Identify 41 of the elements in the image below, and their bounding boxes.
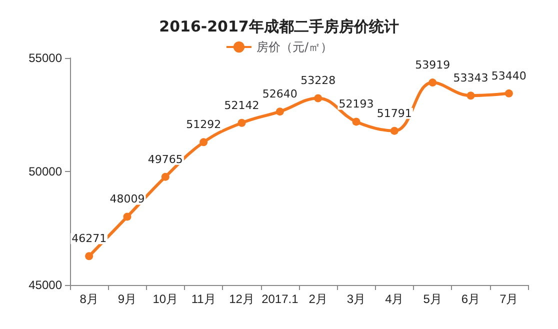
x-tick-label: 6月 xyxy=(461,292,480,306)
data-label: 52193 xyxy=(338,98,374,111)
data-label: 51791 xyxy=(376,106,412,120)
data-label: 51292 xyxy=(186,118,222,132)
point xyxy=(390,126,398,135)
data-label: 52640 xyxy=(262,88,298,101)
x-tick-label: 2月 xyxy=(308,292,328,306)
x-tick-label: 10月 xyxy=(152,292,178,306)
point xyxy=(85,252,94,260)
point xyxy=(200,138,208,146)
y-tick-label: 50000 xyxy=(28,164,62,178)
data-label: 53919 xyxy=(415,58,450,72)
point xyxy=(238,118,246,127)
data-label: 53343 xyxy=(453,72,488,85)
legend-label: 房价（元/㎡） xyxy=(256,40,333,54)
y-tick-label: 55000 xyxy=(28,51,62,65)
data-label: 48009 xyxy=(110,192,145,206)
x-tick-label: 3月 xyxy=(346,292,366,306)
x-tick-label: 12月 xyxy=(229,292,254,306)
x-tick-label: 2017.1 xyxy=(262,292,299,306)
point xyxy=(428,78,437,87)
point xyxy=(276,108,284,116)
point xyxy=(123,212,132,221)
point xyxy=(504,89,513,98)
x-tick-label: 9月 xyxy=(118,292,137,306)
data-label: 53440 xyxy=(491,69,526,82)
data-label: 52142 xyxy=(224,98,260,112)
data-label: 46271 xyxy=(72,232,107,246)
data-label: 53228 xyxy=(300,74,336,88)
x-tick-label: 7月 xyxy=(500,292,518,306)
point xyxy=(466,92,475,100)
x-tick-label: 4月 xyxy=(385,292,404,306)
chart-title: 2016-2017年成都二手房房价统计 xyxy=(159,18,399,36)
point xyxy=(352,118,360,126)
data-label: 49765 xyxy=(148,152,183,166)
point xyxy=(161,172,170,181)
x-tick-label: 5月 xyxy=(423,292,442,306)
x-tick-label: 8月 xyxy=(80,292,98,306)
point xyxy=(314,94,322,102)
x-tick-label: 11月 xyxy=(191,292,216,306)
y-tick-label: 45000 xyxy=(28,278,62,292)
